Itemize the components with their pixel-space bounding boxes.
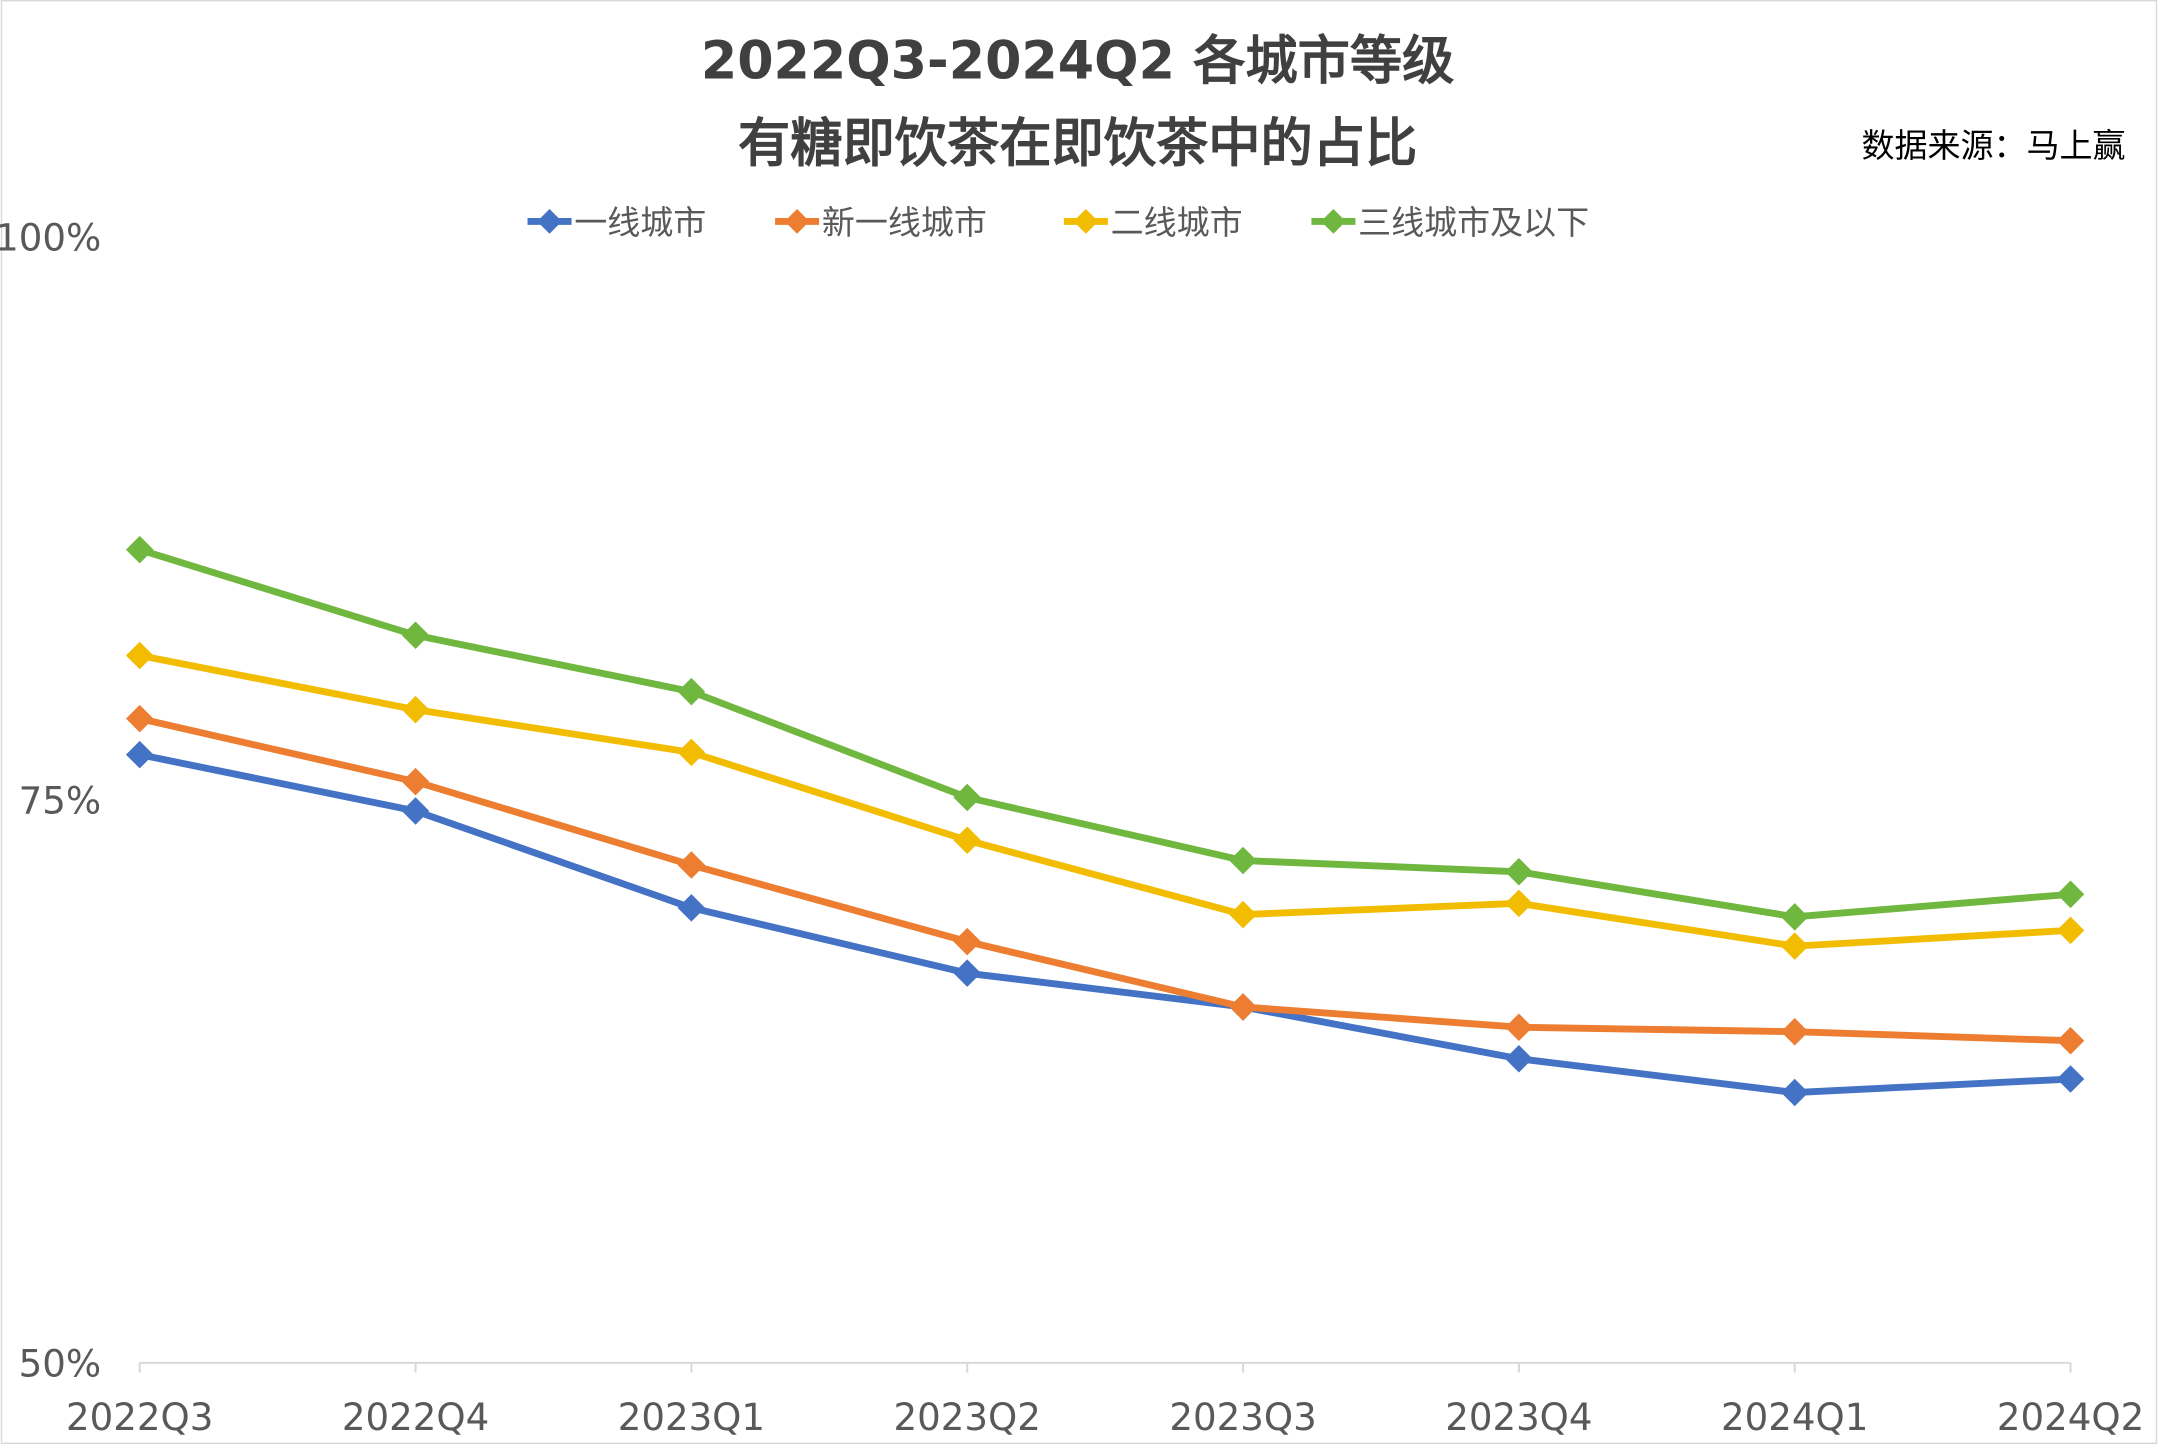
legend-label: 三线城市及以下 [1358, 203, 1589, 242]
legend-label: 二线城市 [1111, 203, 1243, 242]
series-group [125, 535, 2085, 1107]
legend-item-0: 一线城市 [527, 203, 706, 242]
data-point-marker [1229, 900, 1257, 929]
data-point-marker [125, 535, 154, 564]
x-tick-label: 2022Q3 [66, 1396, 213, 1439]
data-point-marker [1229, 846, 1257, 875]
legend-item-2: 二线城市 [1063, 203, 1243, 242]
data-point-marker [677, 677, 706, 706]
data-point-marker [1780, 932, 1809, 960]
data-point-marker [1505, 858, 1533, 886]
legend-label: 一线城市 [574, 203, 706, 242]
legend-item-1: 新一线城市 [775, 203, 987, 242]
data-point-marker [1780, 903, 1809, 931]
x-tick-label: 2024Q2 [1997, 1396, 2144, 1439]
data-source-note: 数据来源：马上赢 [1862, 126, 2126, 165]
x-tick-label: 2023Q1 [618, 1396, 765, 1439]
series-3 [125, 535, 2085, 931]
chart-title-line1: 2022Q3-2024Q2 各城市等级 [701, 31, 1455, 91]
y-tick-label: 100% [0, 216, 101, 259]
legend-label: 新一线城市 [822, 203, 987, 242]
x-tick-label: 2023Q4 [1445, 1396, 1592, 1439]
data-point-marker [1780, 1017, 1809, 1046]
series-1 [125, 704, 2085, 1055]
data-point-marker [677, 851, 706, 879]
data-point-marker [953, 927, 981, 956]
data-point-marker [953, 826, 981, 855]
series-line [139, 751, 2071, 1096]
data-point-marker [2056, 1065, 2085, 1093]
y-tick-label: 75% [19, 779, 102, 822]
data-point-marker [953, 783, 981, 812]
axes: 2022Q3 2022Q4 2023Q1 2023Q2 2023Q3 2023Q4 2024… [0, 216, 2144, 1439]
x-tick-label: 2023Q3 [1169, 1396, 1316, 1439]
legend-diamond-icon [1321, 209, 1346, 234]
x-tick-label: 2022Q4 [342, 1396, 489, 1439]
data-point-marker [401, 695, 430, 724]
data-point-marker [1780, 1078, 1809, 1107]
series-line [139, 652, 2071, 950]
chart-title-line2: 有糖即饮茶在即饮茶中的占比 [738, 114, 1417, 174]
data-point-marker [677, 894, 706, 922]
legend-diamond-icon [1073, 209, 1099, 234]
data-point-marker [401, 621, 430, 650]
y-tick-label: 50% [19, 1343, 102, 1386]
data-point-marker [677, 738, 706, 767]
x-tick-label: 2023Q2 [894, 1396, 1041, 1439]
data-point-marker [2056, 1026, 2085, 1055]
x-tick-label: 2024Q1 [1721, 1396, 1868, 1439]
data-point-marker [1505, 1013, 1533, 1041]
data-point-marker [1505, 889, 1533, 918]
data-point-marker [1505, 1045, 1533, 1073]
data-point-marker [401, 797, 430, 825]
series-line [138, 715, 2071, 1045]
series-line [138, 546, 2071, 921]
data-point-marker [1229, 993, 1257, 1021]
legend-item-3: 三线城市及以下 [1311, 203, 1589, 242]
legend: 一线城市 新一线城市 二线城市 三线城市及以下 [527, 203, 1589, 242]
